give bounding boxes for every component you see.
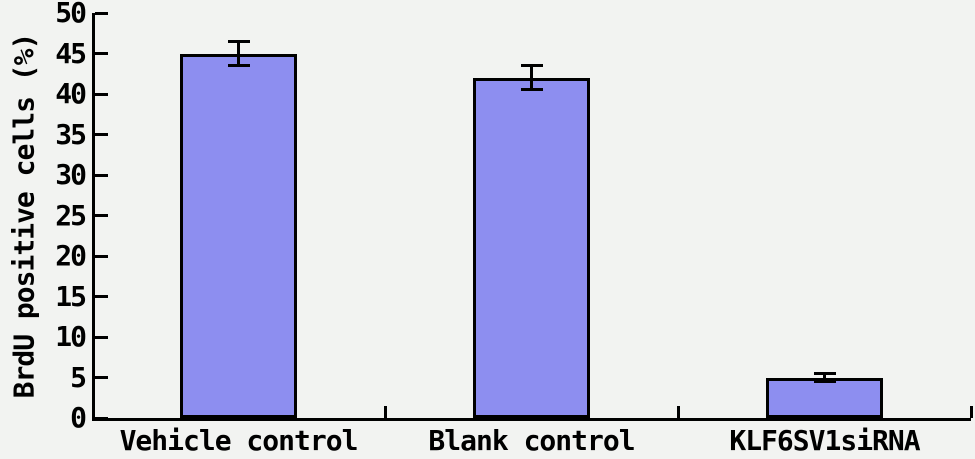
y-tick-label: 50 bbox=[55, 0, 87, 29]
y-tick-label: 25 bbox=[55, 198, 87, 232]
y-tick bbox=[95, 133, 108, 136]
y-tick bbox=[95, 295, 108, 298]
y-axis-line bbox=[92, 13, 95, 421]
y-tick-label: 40 bbox=[55, 77, 87, 110]
error-bar-line bbox=[237, 41, 240, 66]
y-tick-label: 30 bbox=[55, 158, 87, 191]
y-tick-label: 10 bbox=[55, 320, 87, 353]
y-tick-label: 0 bbox=[70, 401, 87, 434]
y-tick-label: 35 bbox=[55, 117, 87, 151]
error-bar-cap-top bbox=[520, 64, 543, 68]
error-bar-line bbox=[530, 65, 533, 90]
y-tick-label: 5 bbox=[70, 360, 87, 394]
y-tick bbox=[95, 214, 108, 217]
y-tick-label: 45 bbox=[55, 36, 87, 70]
y-tick bbox=[95, 52, 108, 55]
x-category-label: Vehicle control bbox=[119, 424, 359, 457]
x-category-label: KLF6SV1siRNA bbox=[729, 424, 920, 457]
error-bar-cap-bottom bbox=[520, 88, 543, 92]
y-tick bbox=[95, 254, 108, 258]
error-bar-cap-top bbox=[813, 371, 836, 375]
x-tick bbox=[676, 406, 680, 418]
y-tick-label: 20 bbox=[55, 239, 87, 272]
y-tick bbox=[95, 92, 108, 96]
error-bar-cap-bottom bbox=[813, 380, 836, 384]
error-bar-cap-top bbox=[227, 39, 250, 43]
x-tick bbox=[383, 406, 387, 418]
bar bbox=[473, 77, 590, 418]
y-tick bbox=[95, 416, 108, 420]
x-tick bbox=[969, 406, 973, 418]
y-tick bbox=[95, 173, 108, 177]
y-tick-label: 15 bbox=[55, 279, 87, 313]
bar bbox=[180, 53, 297, 418]
x-category-label: Blank control bbox=[428, 424, 635, 457]
x-axis-line bbox=[92, 418, 971, 421]
bar bbox=[766, 377, 883, 418]
y-tick bbox=[95, 335, 108, 339]
error-bar-line bbox=[823, 373, 826, 382]
y-tick bbox=[95, 376, 108, 379]
error-bar-cap-bottom bbox=[227, 64, 250, 68]
y-tick bbox=[95, 11, 108, 15]
